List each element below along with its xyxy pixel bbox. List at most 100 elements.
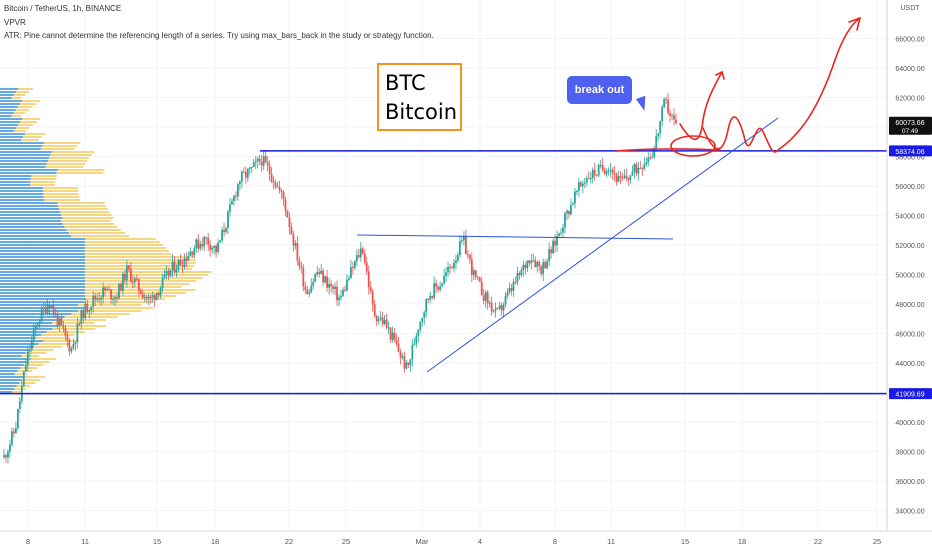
- volume-profile: [0, 88, 212, 393]
- vp-bar-down: [0, 160, 48, 162]
- vp-bar-down: [0, 310, 78, 312]
- candle-body: [161, 278, 164, 288]
- candle-body: [560, 232, 562, 234]
- candle-body: [76, 323, 79, 342]
- candle-body: [240, 171, 243, 182]
- candle-body: [524, 264, 527, 269]
- vp-bar-up: [47, 160, 88, 162]
- vp-bar-down: [0, 340, 44, 342]
- vp-bar-down: [0, 208, 60, 210]
- candle-body: [237, 184, 239, 197]
- time-tick-label: 22: [285, 537, 293, 546]
- vp-bar-up: [30, 184, 56, 186]
- vp-bar-down: [0, 115, 12, 117]
- levels-layer: [0, 150, 887, 395]
- candle-body: [96, 298, 99, 300]
- candle-body: [500, 305, 503, 311]
- candle-body: [14, 428, 17, 434]
- candle-body: [663, 99, 666, 108]
- vp-bar-up: [35, 337, 66, 339]
- vp-bar-up: [78, 304, 143, 306]
- vp-bar-down: [0, 235, 72, 237]
- candle-body: [177, 259, 180, 270]
- price-axis[interactable]: USDT34000.0036000.0038000.0040000.004200…: [886, 0, 932, 550]
- candle-body: [36, 324, 39, 327]
- candle-body: [268, 165, 271, 174]
- candle-body: [32, 329, 35, 341]
- price-tick-label: 50000.00: [895, 272, 924, 279]
- vp-bar-down: [0, 169, 58, 171]
- vp-bar-down: [0, 259, 85, 261]
- vp-bar-up: [85, 256, 196, 258]
- price-tick-label: 34000.00: [895, 508, 924, 515]
- candle-body: [443, 276, 445, 284]
- vp-bar-down: [0, 313, 72, 315]
- candle-body: [675, 119, 677, 124]
- candle-body: [421, 317, 424, 322]
- candle-body: [601, 164, 604, 170]
- vp-bar-up: [85, 283, 190, 285]
- candle-body: [58, 318, 61, 326]
- vp-bar-up: [38, 343, 71, 345]
- vp-bar-up: [13, 94, 26, 96]
- candle-body: [147, 296, 150, 299]
- candle-body: [219, 240, 221, 243]
- candle-body: [599, 164, 602, 166]
- candle-body: [502, 304, 505, 311]
- candle-body: [124, 273, 126, 281]
- candle-body: [613, 173, 616, 175]
- sketch-arrowhead-long: [848, 17, 861, 31]
- candle-body: [494, 307, 497, 311]
- vp-bar-up: [20, 121, 37, 123]
- vp-bar-up: [77, 310, 142, 312]
- vp-bar-up: [60, 220, 111, 222]
- candle-body: [122, 273, 124, 291]
- candle-body: [344, 289, 346, 291]
- candle-body: [617, 176, 620, 182]
- candle-body: [92, 295, 95, 307]
- candle-body: [151, 295, 154, 298]
- vp-bar-down: [0, 226, 65, 228]
- candle-body: [564, 213, 566, 228]
- vp-bar-up: [85, 298, 165, 300]
- time-axis[interactable]: 8 11 15 18 22 25 Mar 4 8 11 15 18 22 25: [0, 530, 932, 550]
- vp-bar-down: [0, 361, 28, 363]
- candle-body: [64, 328, 67, 336]
- candle-body: [167, 271, 170, 276]
- time-tick-label: 15: [681, 537, 689, 546]
- candle-body: [183, 258, 186, 267]
- vp-bar-up: [85, 271, 212, 273]
- candle-body: [607, 170, 610, 172]
- vp-bar-down: [0, 196, 44, 198]
- candle-body: [623, 175, 626, 179]
- candle-body: [540, 266, 543, 275]
- time-tick-label: 11: [607, 537, 615, 546]
- vp-bar-up: [16, 127, 30, 129]
- vp-bar-up: [11, 97, 22, 99]
- candle-body: [348, 278, 350, 280]
- candle-body: [324, 276, 327, 283]
- vp-bar-down: [0, 103, 21, 105]
- candle-body: [587, 178, 590, 180]
- candle-body: [621, 177, 624, 179]
- candle-body: [278, 186, 281, 191]
- candle-body: [595, 175, 598, 177]
- candle-body: [217, 242, 219, 253]
- candle-body: [453, 263, 455, 269]
- candle-body: [276, 186, 279, 188]
- candle-body: [615, 174, 618, 182]
- candle-body: [260, 161, 263, 166]
- candle-body: [223, 229, 225, 232]
- vp-bar-up: [85, 250, 169, 252]
- candle-body: [155, 292, 158, 300]
- candle-body: [320, 270, 323, 274]
- candle-body: [385, 319, 388, 328]
- candle-body: [189, 251, 192, 256]
- vp-bar-down: [0, 178, 31, 180]
- candle-body: [488, 302, 491, 304]
- time-tick-label: 18: [211, 537, 219, 546]
- vp-bar-up: [31, 175, 57, 177]
- candle-body: [579, 182, 582, 187]
- indicator-label: VPVR: [4, 18, 26, 27]
